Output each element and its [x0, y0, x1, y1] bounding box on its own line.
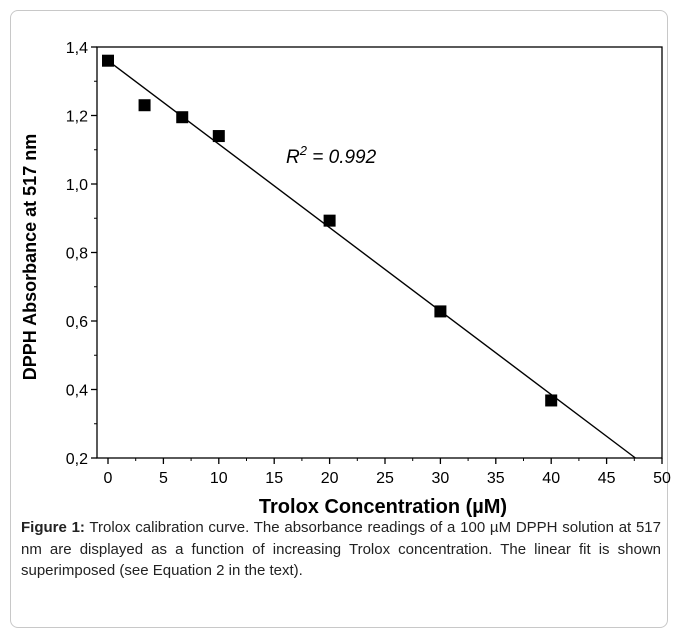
caption-text: Trolox calibration curve. The absorbance…	[21, 519, 661, 579]
plot-axes	[96, 46, 663, 459]
y-tick-label: 0,6	[66, 314, 88, 331]
r-squared-r: R	[286, 147, 300, 168]
y-tick-label: 1,4	[66, 40, 88, 57]
x-axis-label: Trolox Concentration (µM)	[259, 496, 507, 518]
x-tick-label: 50	[653, 470, 671, 487]
x-tick-label: 10	[210, 470, 228, 487]
plot-frame	[96, 46, 663, 459]
x-ticks: 0 5 10 15 20 25 30 35 40 45 50	[104, 458, 671, 487]
calibration-chart: 0 5 10 15 20 25 30 35 40 45 50 0,2 0,4 0,6 0,8 1,0 1,2 1…	[20, 40, 671, 518]
y-tick-label: 1,0	[66, 177, 88, 194]
data-point	[323, 214, 336, 227]
data-point	[212, 130, 225, 143]
y-tick-label: 0,2	[66, 451, 88, 468]
x-tick-label: 35	[487, 470, 505, 487]
data-point	[138, 99, 151, 112]
figure-caption: Figure 1: Trolox calibration curve. The …	[21, 517, 661, 582]
x-tick-label: 20	[321, 470, 339, 487]
data-point	[545, 394, 558, 407]
fit-line-group	[107, 60, 636, 459]
x-tick-label: 40	[542, 470, 560, 487]
y-axis-label: DPPH Absorbance at 517 nm	[20, 134, 40, 380]
x-tick-label: 25	[376, 470, 394, 487]
x-tick-label: 45	[598, 470, 616, 487]
r-squared-value: = 0.992	[307, 147, 377, 168]
r-squared-annotation: R2 = 0.992	[286, 143, 377, 168]
data-points	[102, 54, 558, 407]
caption-label: Figure 1:	[21, 519, 85, 536]
x-tick-label: 15	[265, 470, 283, 487]
r-squared-sup: 2	[299, 143, 308, 158]
y-tick-label: 0,8	[66, 246, 88, 263]
data-point	[434, 305, 447, 318]
y-ticks: 0,2 0,4 0,6 0,8 1,0 1,2 1,4	[66, 40, 97, 468]
data-point	[176, 111, 189, 124]
y-tick-label: 1,2	[66, 109, 88, 126]
x-tick-label: 5	[159, 470, 168, 487]
x-tick-label: 30	[432, 470, 450, 487]
fit-line	[107, 60, 636, 459]
figure-frame	[10, 10, 668, 628]
y-tick-label: 0,4	[66, 383, 88, 400]
data-point	[102, 54, 114, 67]
x-tick-label: 0	[104, 470, 113, 487]
